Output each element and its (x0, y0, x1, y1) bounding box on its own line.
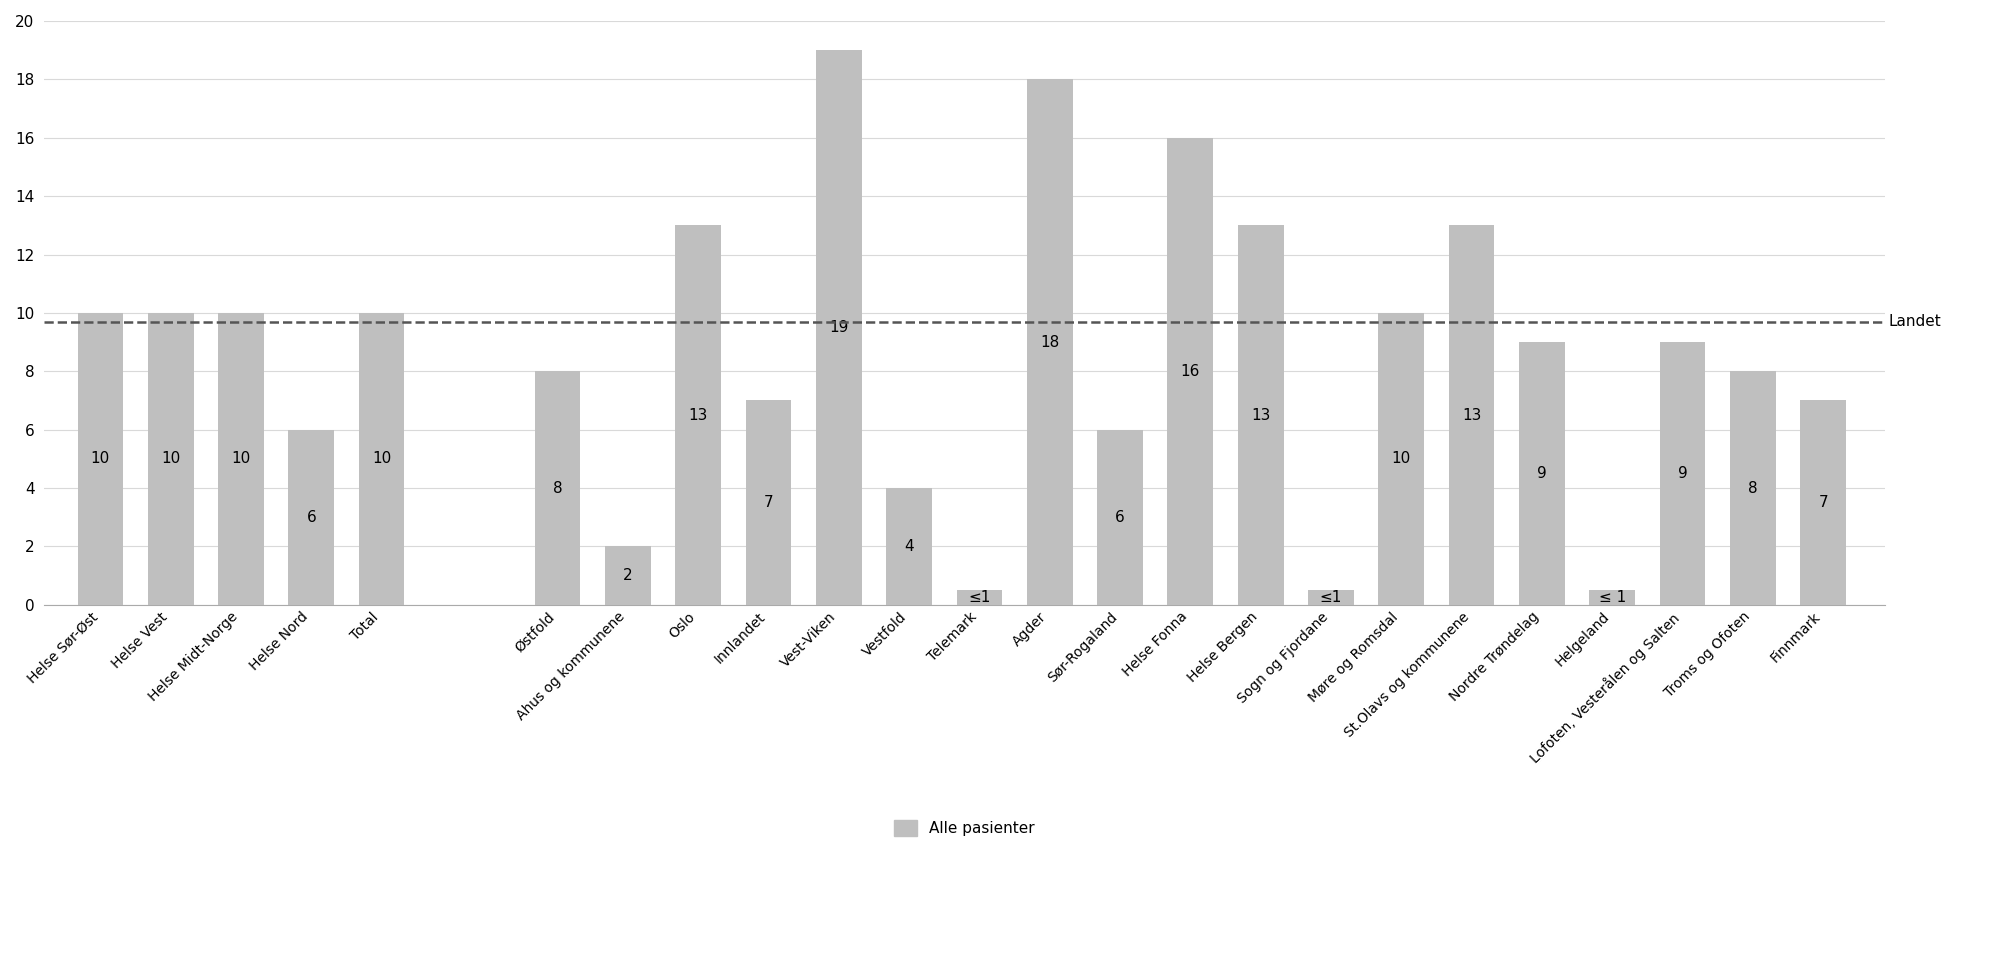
Text: ≤1: ≤1 (1320, 590, 1343, 605)
Bar (1800, 401, 1847, 605)
Text: ≤ 1: ≤ 1 (1599, 590, 1627, 605)
Bar (77, 313, 123, 605)
Bar (605, 546, 651, 605)
Bar (1730, 371, 1776, 605)
Bar (1379, 313, 1423, 605)
Text: 7: 7 (764, 495, 774, 510)
Text: 10: 10 (1391, 451, 1411, 466)
Text: 6: 6 (306, 510, 317, 525)
Bar (1097, 430, 1143, 605)
Text: ≤1: ≤1 (968, 590, 990, 605)
Text: 8: 8 (552, 481, 562, 495)
Bar (1308, 590, 1355, 605)
Text: 13: 13 (1462, 407, 1482, 423)
Text: 9: 9 (1536, 466, 1546, 481)
Bar (1026, 79, 1073, 605)
Bar (1238, 226, 1284, 605)
Text: 4: 4 (905, 539, 913, 554)
Bar (816, 50, 861, 605)
Text: 10: 10 (161, 451, 179, 466)
Bar (956, 590, 1002, 605)
Text: 9: 9 (1677, 466, 1687, 481)
Bar (887, 488, 931, 605)
Text: 6: 6 (1115, 510, 1125, 525)
Text: 13: 13 (687, 407, 708, 423)
Bar (1450, 226, 1494, 605)
Text: 10: 10 (373, 451, 391, 466)
Legend: Alle pasienter: Alle pasienter (887, 814, 1040, 842)
Bar (534, 371, 581, 605)
Text: Landet: Landet (1889, 315, 1941, 329)
Bar (1659, 342, 1706, 605)
Bar (288, 430, 335, 605)
Text: 8: 8 (1748, 481, 1758, 495)
Bar (1167, 138, 1214, 605)
Text: 16: 16 (1181, 363, 1200, 379)
Bar (359, 313, 405, 605)
Bar (147, 313, 194, 605)
Bar (1589, 590, 1635, 605)
Bar (746, 401, 790, 605)
Bar (218, 313, 264, 605)
Text: 13: 13 (1252, 407, 1270, 423)
Bar (675, 226, 722, 605)
Text: 10: 10 (232, 451, 250, 466)
Text: 2: 2 (623, 569, 633, 583)
Text: 18: 18 (1040, 334, 1058, 350)
Text: 10: 10 (91, 451, 111, 466)
Text: 7: 7 (1818, 495, 1829, 510)
Text: 19: 19 (829, 320, 849, 335)
Bar (1520, 342, 1564, 605)
